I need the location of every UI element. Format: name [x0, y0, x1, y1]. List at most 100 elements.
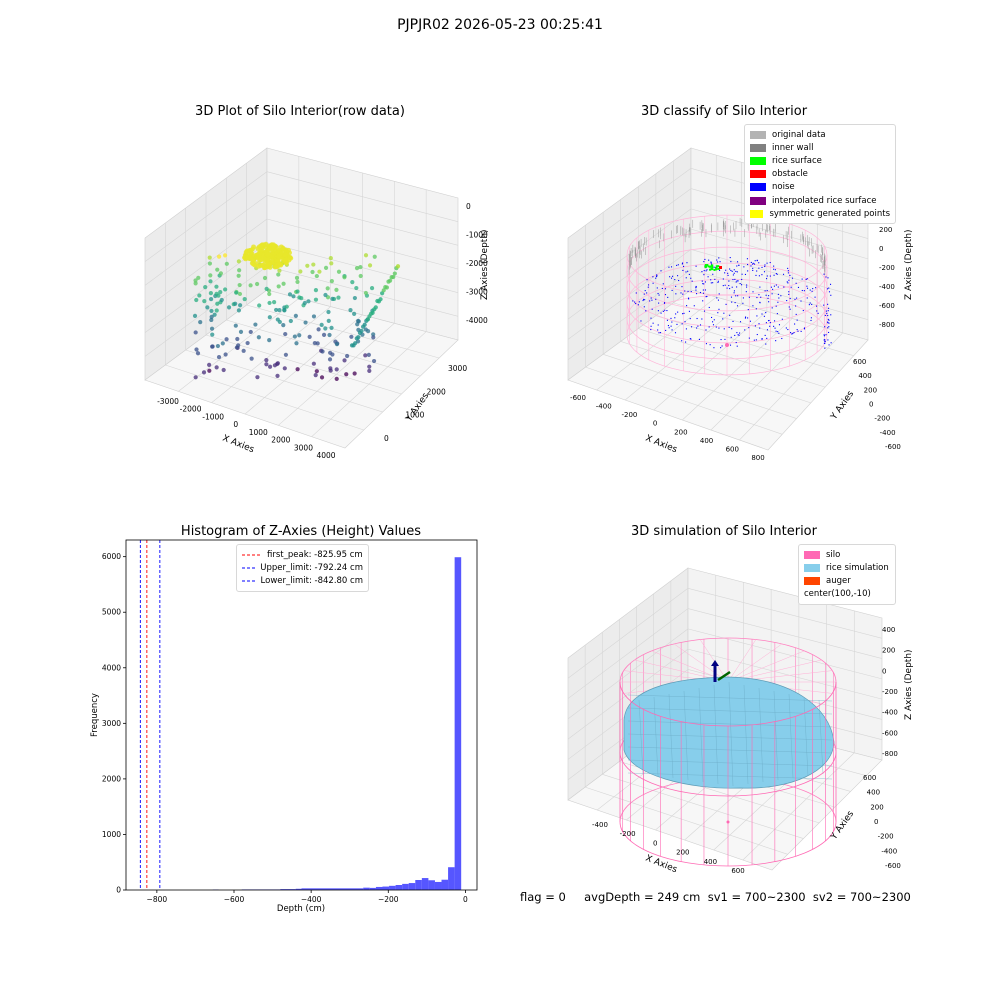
rice-mesh-line: [758, 687, 764, 783]
data-point: [313, 373, 318, 378]
noise-point: [796, 319, 798, 321]
noise-point: [827, 327, 829, 329]
noise-point: [713, 347, 715, 349]
tick-label: -200: [879, 264, 895, 272]
noise-point: [738, 264, 740, 266]
data-point: [255, 281, 260, 287]
data-point: [238, 329, 244, 335]
noise-point: [792, 332, 794, 335]
noise-point: [756, 259, 758, 261]
noise-point: [670, 277, 673, 279]
rice-dome: [623, 676, 835, 789]
noise-point: [711, 316, 713, 319]
noise-point: [765, 294, 767, 296]
data-point: [310, 269, 315, 275]
histogram-bar: [301, 888, 364, 890]
noise-point: [795, 282, 797, 284]
data-point: [212, 312, 217, 317]
noise-point: [674, 279, 676, 281]
data-point: [193, 281, 198, 286]
rice-surface-point: [713, 268, 716, 271]
data-point: [367, 368, 372, 373]
data-point: [214, 291, 219, 296]
legend-item-center: center(100,-10): [804, 588, 890, 601]
noise-point: [708, 326, 710, 328]
tick-label: -400: [879, 283, 895, 291]
noise-point: [739, 321, 742, 323]
rice-surface-point: [705, 264, 708, 267]
rice-surface-point: [704, 265, 707, 268]
noise-point: [746, 286, 748, 288]
noise-point: [830, 342, 832, 344]
noise-point: [748, 296, 750, 298]
rice-mesh-line: [803, 696, 809, 777]
tick-label: -200: [878, 833, 894, 841]
noise-point: [664, 309, 666, 311]
noise-point: [828, 319, 830, 321]
noise-point: [826, 312, 828, 314]
data-point: [201, 370, 207, 375]
noise-point: [772, 288, 774, 290]
noise-point: [759, 327, 761, 329]
noise-point: [736, 286, 738, 288]
panel1-tick-labels: -3000-2000-10000100020003000400001000200…: [157, 202, 488, 460]
tick-label: 200: [870, 803, 883, 811]
data-point: [192, 313, 198, 318]
noise-point: [713, 319, 715, 321]
data-point: [215, 301, 220, 306]
rice-surface-point: [715, 265, 718, 268]
data-point: [369, 285, 375, 291]
data-point: [354, 285, 359, 291]
panel2-tick-labels: -600-400-20002004006008006004002000-200-…: [570, 226, 901, 462]
noise-point: [806, 278, 808, 280]
noise-point: [669, 276, 671, 278]
noise-point: [768, 301, 770, 303]
noise-point: [701, 280, 703, 282]
noise-point: [675, 313, 677, 315]
rice-surface-point: [709, 268, 712, 271]
histogram-bar: [382, 886, 390, 890]
noise-point: [682, 313, 684, 315]
legend-label: first_peak: -825.95 cm: [267, 549, 363, 560]
noise-point: [717, 312, 719, 314]
data-point: [323, 326, 328, 331]
grid-line: [655, 315, 840, 372]
noise-point: [787, 272, 789, 274]
noise-point: [733, 272, 735, 274]
rice-mesh-line: [627, 720, 833, 728]
legend-item-upper-limit: Upper_limit: -792.24 cm: [242, 561, 363, 574]
noise-point: [771, 307, 773, 309]
noise-point: [671, 329, 673, 331]
noise-point: [652, 276, 654, 278]
histogram-bar: [295, 888, 302, 890]
data-point: [363, 353, 368, 358]
legend-swatch: [750, 170, 766, 179]
noise-point: [736, 271, 738, 273]
noise-point: [711, 321, 714, 323]
data-point: [238, 303, 243, 308]
tick-label: -200: [882, 688, 898, 696]
tick-label: 0: [879, 245, 883, 253]
noise-point: [734, 302, 736, 304]
noise-point: [775, 272, 777, 275]
data-point: [258, 257, 264, 263]
tick-label: 0: [384, 434, 389, 443]
noise-point: [769, 322, 771, 324]
noise-point: [690, 290, 692, 293]
noise-point: [746, 258, 748, 260]
noise-point: [776, 313, 778, 315]
noise-point: [651, 308, 653, 310]
noise-point: [656, 287, 658, 289]
data-point: [196, 275, 201, 280]
legend-item-silo: silo: [804, 548, 890, 561]
rice-surface-point: [715, 267, 718, 270]
data-point: [237, 282, 242, 288]
noise-point: [719, 269, 721, 271]
legend-item-rice-surface: rice surface: [750, 154, 890, 167]
data-point: [392, 271, 397, 276]
legend-label: inner wall: [772, 142, 814, 153]
legend-line-red: [242, 554, 262, 556]
tick-label: 200: [879, 226, 892, 234]
noise-point: [715, 326, 717, 328]
noise-point: [735, 341, 737, 344]
